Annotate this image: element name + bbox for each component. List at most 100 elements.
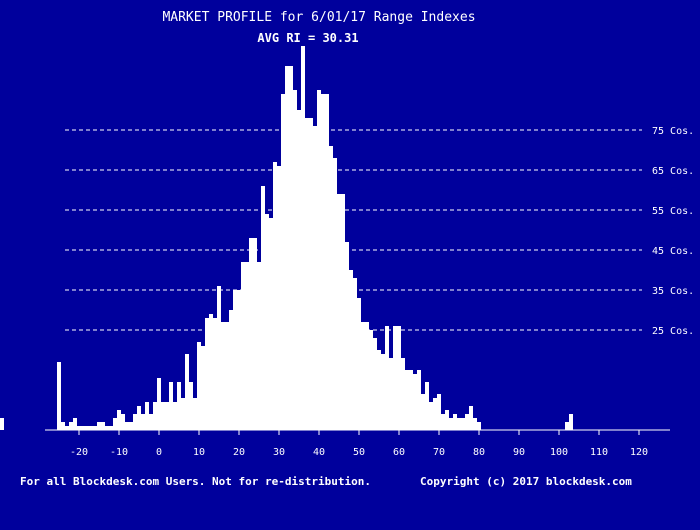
histogram-bar: [73, 418, 77, 430]
histogram-bar: [461, 418, 465, 430]
histogram-bar: [233, 290, 237, 430]
histogram-bar: [245, 262, 249, 430]
chart-title: MARKET PROFILE for 6/01/17 Range Indexes: [162, 10, 475, 25]
histogram-bar: [229, 310, 233, 430]
histogram-bar: [457, 418, 461, 430]
histogram-bar: [449, 418, 453, 430]
histogram-bar: [157, 378, 161, 430]
x-tick-label: -20: [70, 447, 88, 458]
histogram-bar: [213, 318, 217, 430]
histogram-bar: [313, 126, 317, 430]
histogram-bar: [77, 426, 81, 430]
histogram-bar: [205, 318, 209, 430]
histogram-bar: [81, 426, 85, 430]
x-tick-label: 20: [233, 447, 245, 458]
histogram-bar: [153, 402, 157, 430]
histogram-bar: [389, 358, 393, 430]
histogram-bar: [429, 402, 433, 430]
histogram-bar: [369, 330, 373, 430]
histogram-bar: [133, 414, 137, 430]
x-tick-label: 80: [473, 447, 485, 458]
histogram-bar: [69, 422, 73, 430]
histogram-bar: [361, 322, 365, 430]
reference-line-label: 55 Cos.: [652, 206, 694, 217]
histogram-bar: [169, 382, 173, 430]
histogram-bar: [265, 214, 269, 430]
histogram-bar: [137, 406, 141, 430]
histogram-bar: [409, 370, 413, 430]
histogram-bar: [165, 402, 169, 430]
histogram-bars: [0, 46, 573, 430]
histogram-bar: [65, 426, 69, 430]
histogram-bar: [417, 370, 421, 430]
x-tick-label: 70: [433, 447, 445, 458]
histogram-bar: [285, 66, 289, 430]
histogram-bar: [269, 218, 273, 430]
histogram-bar: [225, 322, 229, 430]
histogram-bar: [277, 166, 281, 430]
histogram-bar: [237, 290, 241, 430]
x-tick-label: 60: [393, 447, 405, 458]
reference-line-label: 35 Cos.: [652, 286, 694, 297]
histogram-bar: [85, 426, 89, 430]
chart-subtitle: AVG RI = 30.31: [257, 31, 358, 45]
histogram-bar: [381, 354, 385, 430]
histogram-bar: [357, 298, 361, 430]
x-tick-label: 30: [273, 447, 285, 458]
histogram-bar: [349, 270, 353, 430]
histogram-bar: [197, 342, 201, 430]
histogram-bar: [241, 262, 245, 430]
x-tick-label: 50: [353, 447, 365, 458]
histogram-bar: [405, 370, 409, 430]
histogram-bar: [309, 118, 313, 430]
histogram-bar: [249, 238, 253, 430]
x-tick-label: 90: [513, 447, 525, 458]
x-tick-label: 100: [550, 447, 568, 458]
histogram-bar: [345, 242, 349, 430]
histogram-bar: [281, 94, 285, 430]
histogram-bar: [421, 394, 425, 430]
histogram-bar: [433, 398, 437, 430]
histogram-bar: [473, 418, 477, 430]
histogram-bar: [109, 426, 113, 430]
histogram-bar: [385, 326, 389, 430]
histogram-bar: [477, 422, 481, 430]
histogram-bar: [437, 394, 441, 430]
histogram-bar: [353, 278, 357, 430]
histogram-bar: [469, 406, 473, 430]
histogram-bar: [261, 186, 265, 430]
histogram-bar: [401, 358, 405, 430]
histogram-bar: [365, 322, 369, 430]
histogram-bar: [145, 402, 149, 430]
histogram-bar: [333, 158, 337, 430]
histogram-bar: [185, 354, 189, 430]
x-tick-label: -10: [110, 447, 128, 458]
histogram-bar: [217, 286, 221, 430]
histogram-bar: [393, 326, 397, 430]
x-axis-ticks: -20 -10 0 10 20 30 40 50 60 70 80 90 100 110 120: [70, 430, 648, 458]
histogram-bar: [221, 322, 225, 430]
histogram-bar: [453, 414, 457, 430]
histogram-bar: [121, 414, 125, 430]
histogram-bar: [117, 410, 121, 430]
footer-left: For all Blockdesk.com Users. Not for re-…: [20, 475, 371, 488]
histogram-bar: [193, 398, 197, 430]
histogram-bar: [341, 194, 345, 430]
histogram-bar: [57, 362, 61, 430]
histogram-bar: [273, 162, 277, 430]
histogram-bar: [297, 110, 301, 430]
reference-line-label: 25 Cos.: [652, 326, 694, 337]
histogram-bar: [325, 94, 329, 430]
x-tick-label: 0: [156, 447, 162, 458]
histogram-bar: [209, 314, 213, 430]
histogram-bar: [257, 262, 261, 430]
histogram-bar: [289, 66, 293, 430]
histogram-bar: [569, 414, 573, 430]
histogram-bar: [173, 402, 177, 430]
histogram-bar: [101, 422, 105, 430]
histogram-bar: [445, 410, 449, 430]
histogram-bar: [129, 422, 133, 430]
x-tick-label: 10: [193, 447, 205, 458]
